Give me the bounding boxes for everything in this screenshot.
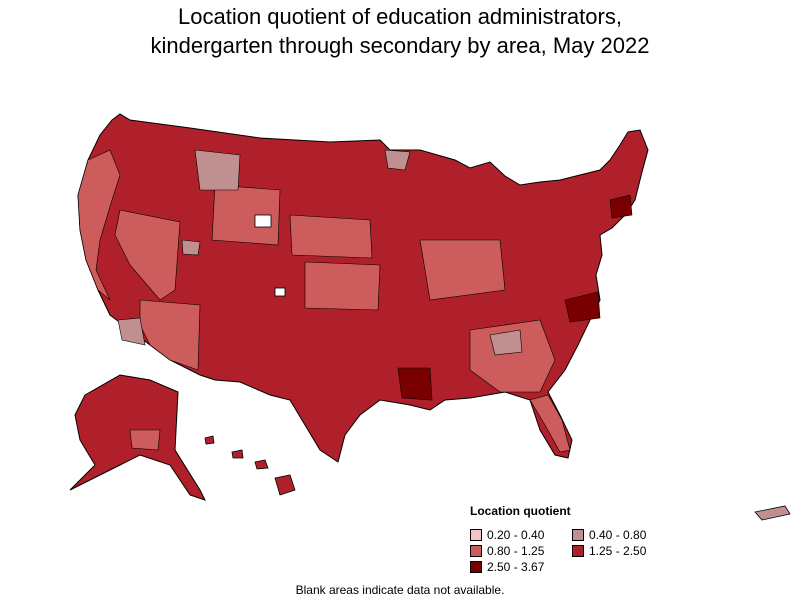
region-florida [529, 394, 571, 453]
hawaii-kauai [204, 435, 215, 445]
region-arizona [139, 299, 201, 371]
legend-label-1: 0.20 - 0.40 [487, 528, 545, 542]
map-title-line-2: kindergarten through secondary by area, … [150, 33, 650, 58]
no-data-wyoming [254, 214, 272, 228]
region-new-england [609, 194, 633, 219]
region-minnesota-north [384, 149, 411, 171]
legend-title: Location quotient [470, 504, 571, 518]
legend-swatch-5 [470, 561, 482, 573]
map-title: Location quotient of education administr… [0, 2, 800, 60]
map-title-line-1: Location quotient of education administr… [178, 4, 622, 29]
alaska-region-light [129, 429, 161, 451]
region-midwest-east [419, 239, 506, 301]
legend-item-1: 0.20 - 0.40 [470, 528, 572, 542]
region-mississippi [397, 367, 433, 401]
region-kentucky [489, 329, 523, 356]
puerto-rico [754, 505, 791, 521]
legend-swatch-1 [470, 529, 482, 541]
region-north-carolina [564, 291, 601, 323]
legend: Location quotient 0.20 - 0.40 0.40 - 0.8… [470, 504, 690, 574]
legend-swatch-2 [572, 529, 584, 541]
legend-item-5: 2.50 - 3.67 [470, 560, 572, 574]
legend-item-3: 0.80 - 1.25 [470, 544, 572, 558]
hawaii-big-island [274, 474, 296, 496]
legend-item-4: 1.25 - 2.50 [572, 544, 682, 558]
legend-item-2: 0.40 - 0.80 [572, 528, 682, 542]
legend-label-4: 1.25 - 2.50 [589, 544, 647, 558]
region-utah-south [181, 239, 201, 256]
hawaii-maui [254, 459, 269, 470]
region-southern-california [117, 317, 146, 346]
legend-label-3: 0.80 - 1.25 [487, 544, 545, 558]
footnote: Blank areas indicate data not available. [295, 583, 505, 597]
legend-swatch-4 [572, 545, 584, 557]
region-nebraska [289, 214, 373, 259]
legend-label-5: 2.50 - 3.67 [487, 560, 545, 574]
legend-label-2: 0.40 - 0.80 [589, 528, 647, 542]
hawaii-oahu [231, 449, 244, 459]
no-data-colorado [274, 287, 286, 297]
region-wyoming [211, 184, 281, 246]
legend-items: 0.20 - 0.40 0.40 - 0.80 0.80 - 1.25 1.25… [470, 528, 690, 574]
region-nevada [114, 209, 181, 301]
region-west-coast [77, 149, 121, 301]
legend-swatch-3 [470, 545, 482, 557]
region-kansas [304, 261, 381, 311]
region-montana-central [194, 149, 241, 191]
